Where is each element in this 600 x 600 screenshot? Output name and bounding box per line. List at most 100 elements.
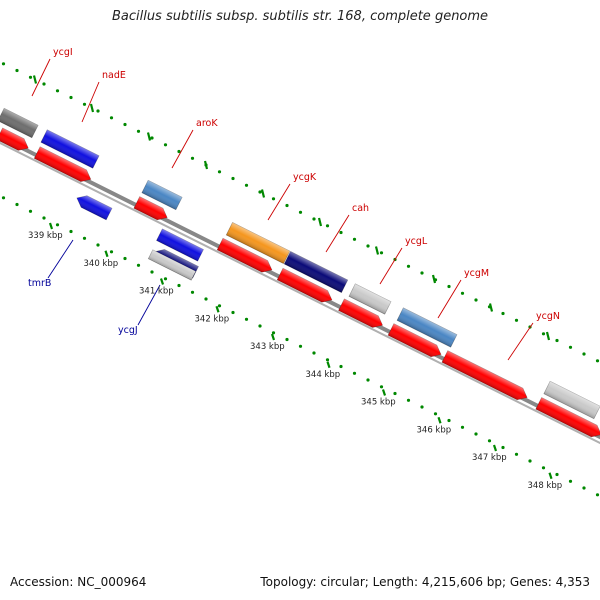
tick-dash [146, 132, 152, 141]
scale-tick-label: 340 kbp [84, 259, 119, 269]
leader-ycgN [507, 322, 534, 361]
forward-gene-ycgM-shading [397, 307, 457, 348]
forward-gene-cah-shading [284, 251, 348, 293]
tick-dot [595, 359, 600, 363]
forward-gene-ycgL [348, 283, 392, 315]
tick-dash [32, 75, 38, 84]
cds-arrow-7-shading [388, 323, 442, 357]
cds-arrow-1-shading [0, 128, 29, 151]
tick-dot [420, 271, 424, 275]
leader-cah [325, 214, 350, 253]
scale-tick [159, 278, 165, 285]
tick-dot [204, 297, 208, 301]
tick-dot [177, 149, 181, 154]
gene-label-ycgK: ycgK [293, 172, 317, 183]
reverse-strand-box-1-shading [156, 228, 204, 262]
tick-dash [431, 274, 437, 284]
tick-dot [177, 283, 181, 288]
cds-arrow-9 [535, 397, 600, 438]
tick-dot [298, 210, 303, 214]
tick-dot [82, 236, 87, 240]
tick-dot [514, 318, 519, 322]
tick-dot [379, 385, 384, 389]
tick-dot [312, 351, 316, 355]
forward-gene-cah [283, 251, 349, 293]
leader-nadE [81, 81, 100, 123]
scale-tick-label: 345 kbp [361, 398, 396, 408]
tick-dash [374, 246, 380, 255]
reverse-strand-box-2 [147, 249, 197, 281]
accession-label: Accession: NC_000964 [10, 575, 147, 589]
tick-dot [190, 156, 195, 160]
cds-arrow-4 [216, 237, 273, 273]
forward-gene-ycgN [543, 380, 600, 420]
reverse-gene-tmrB [76, 195, 113, 221]
tick-dot [217, 304, 222, 308]
gene-label-ycgN: ycgN [536, 311, 560, 322]
tick-dot [123, 122, 127, 127]
leader-ycgK [267, 183, 291, 221]
tick-dot [28, 75, 33, 79]
forward-gene-ycgL-shading [348, 283, 392, 315]
tick-dot [352, 237, 357, 241]
genome-title: Bacillus subtilis subsp. subtilis str. 1… [111, 9, 489, 24]
gene-features [0, 107, 600, 438]
scale-tick-label: 339 kbp [28, 231, 63, 241]
tick-dot [15, 202, 19, 207]
tick-dot [190, 290, 195, 294]
leader-aroK [171, 129, 194, 169]
tick-dot [352, 371, 357, 375]
forward-gene-ycgM [396, 307, 458, 348]
tick-marks [1, 62, 600, 497]
tick-dot [231, 310, 235, 315]
leader-ycgM [437, 279, 462, 319]
gene-label-tmrB: tmrB [28, 278, 51, 289]
cds-arrow-2 [33, 146, 92, 182]
gene-label-ycgM: ycgM [464, 268, 489, 279]
leader-ycgJ [137, 284, 161, 326]
reverse-strand-box-1 [156, 228, 204, 262]
tick-dot [555, 338, 559, 343]
leader-tmrB [47, 239, 74, 279]
scale-tick [48, 222, 54, 230]
tick-dot [420, 405, 424, 409]
tick-dot [501, 311, 505, 316]
scale-tick-label: 344 kbp [306, 370, 341, 380]
gene-label-cah: cah [352, 203, 369, 214]
tick-dot [474, 432, 478, 436]
tick-dot [568, 479, 573, 483]
tick-dot [69, 95, 73, 100]
tick-dot [474, 298, 478, 302]
tick-dot [1, 196, 6, 200]
tick-dot [447, 418, 451, 423]
scale-tick [381, 389, 387, 396]
tick-dot [514, 452, 519, 456]
tick-dot [231, 176, 235, 181]
tick-dot [258, 190, 262, 194]
tick-dot [55, 89, 60, 93]
tick-dot [582, 352, 586, 356]
tick-dot [555, 472, 559, 477]
scale-tick [437, 416, 442, 424]
tick-dot [82, 102, 87, 106]
tick-dot [366, 244, 370, 248]
gene-label-ycgJ: ycgJ [118, 325, 138, 336]
tick-dot [244, 183, 249, 187]
tick-dot [42, 82, 46, 86]
tick-dot [285, 203, 289, 208]
tick-dot [55, 223, 60, 227]
cds-arrow-9-shading [535, 397, 600, 437]
map-labels: 339 kbp 340 kbp 341 kbp 342 kbp 343 kbp 344 k… [28, 47, 562, 491]
gene-label-ycgL: ycgL [405, 236, 428, 247]
forward-gene-ycgN-shading [543, 381, 600, 419]
cds-arrow-8-shading [441, 350, 528, 400]
reverse-strand-box-2-shading [148, 249, 196, 281]
tick-dash [260, 189, 266, 198]
forward-gene-nadE-shading [40, 129, 100, 169]
forward-gene-nadE [40, 129, 100, 169]
forward-gene-aroK-shading [141, 180, 183, 210]
tick-dot [28, 209, 33, 213]
tick-dot [433, 412, 438, 416]
tick-dot [150, 270, 154, 274]
